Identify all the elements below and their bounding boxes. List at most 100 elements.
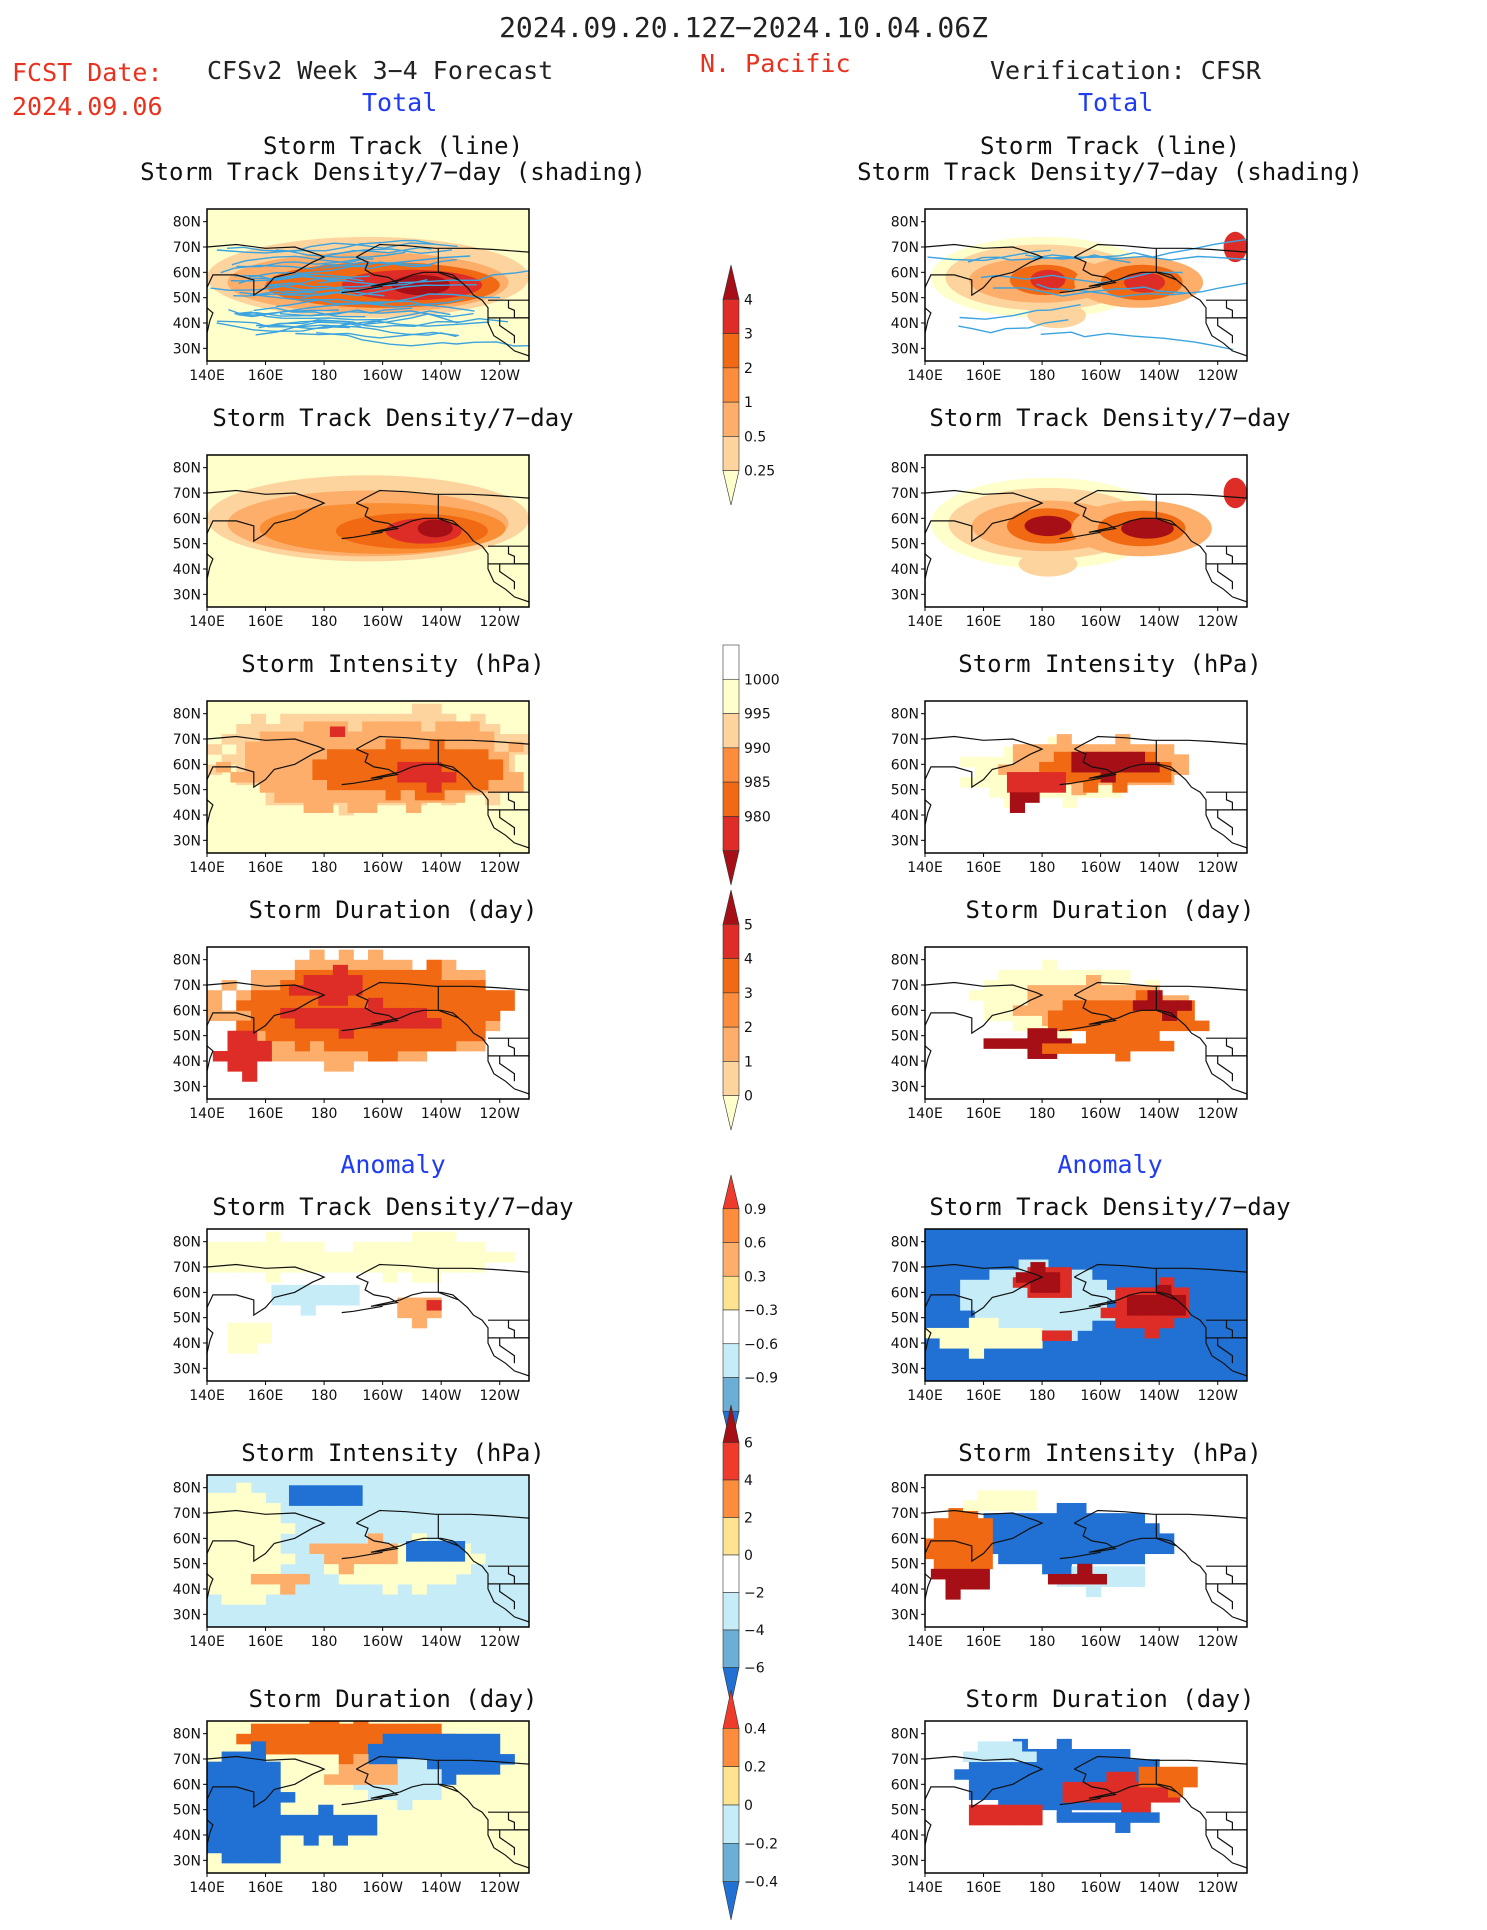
map-cell	[925, 1327, 941, 1339]
lon-tick-label: 160W	[362, 1106, 403, 1122]
map-cell	[1126, 1295, 1143, 1306]
map-cell	[265, 990, 281, 1001]
map-cell	[983, 980, 999, 991]
map-cell	[1021, 782, 1037, 793]
coastline	[1059, 531, 1101, 540]
map-cell	[362, 802, 378, 813]
map-cell	[1115, 751, 1131, 763]
lat-tick-label: 30N	[891, 833, 919, 849]
map-cell	[1176, 1000, 1192, 1011]
map-cell	[274, 731, 290, 743]
map-cell	[1100, 1576, 1116, 1587]
map-cell	[221, 734, 237, 745]
map-cell	[309, 713, 325, 725]
lat-tick-label: 80N	[891, 1727, 919, 1743]
map-cell	[294, 959, 310, 971]
map-cell	[245, 751, 261, 763]
map-cell	[977, 1538, 993, 1549]
map-cell	[382, 1754, 398, 1765]
map-cell	[1147, 1000, 1163, 1011]
lat-tick-label: 30N	[173, 1853, 201, 1869]
colorbar-swatch	[722, 333, 740, 369]
map-cell	[245, 1814, 261, 1826]
map-cell	[265, 1563, 281, 1575]
map-cell	[1071, 1513, 1087, 1524]
coastline	[1059, 777, 1101, 786]
map-cell	[250, 1533, 267, 1544]
map-cell	[1100, 1523, 1116, 1534]
colorbar-swatch	[722, 747, 740, 783]
panel-title: Storm Track Density/7−day	[929, 1193, 1291, 1221]
map-cell	[1156, 1305, 1172, 1316]
lat-tick-label: 70N	[891, 1260, 919, 1276]
lat-tick-label: 80N	[891, 953, 919, 969]
map-cell	[303, 792, 319, 803]
colorbar-swatch	[722, 1517, 740, 1556]
lon-tick-label: 140E	[189, 1388, 225, 1404]
map-cell	[1159, 1533, 1175, 1544]
map-cell	[397, 1759, 413, 1770]
map-cell	[1062, 1310, 1078, 1321]
map-cell	[236, 1733, 252, 1745]
map-cell	[977, 1500, 993, 1511]
map-cell	[309, 1262, 325, 1273]
map-cell	[397, 959, 413, 971]
map-cell	[265, 1272, 281, 1283]
coastline	[507, 1566, 515, 1584]
map-cell	[250, 1751, 267, 1763]
map-cell	[479, 731, 495, 743]
map-cell	[242, 1333, 258, 1344]
map-cell	[1086, 1812, 1102, 1823]
map-cell	[259, 1825, 275, 1836]
colorbar-swatch	[722, 923, 740, 959]
map-cell	[1182, 1766, 1198, 1778]
lat-tick-label: 40N	[891, 316, 919, 332]
map-cell	[1115, 985, 1131, 996]
map-cell	[236, 1802, 252, 1813]
colorbar-label: 3	[744, 327, 753, 343]
map-cell	[1030, 1262, 1046, 1273]
map-cell	[1100, 1533, 1116, 1544]
map-cell	[1027, 1338, 1043, 1349]
map-cell	[1100, 1749, 1116, 1760]
map-cell	[327, 779, 343, 791]
map-cell	[974, 1579, 990, 1590]
lon-tick-label: 160E	[248, 1634, 284, 1650]
map-cell	[1047, 736, 1064, 748]
map-cell	[1018, 1300, 1034, 1311]
lon-tick-label: 160W	[1080, 1880, 1121, 1896]
colorbar-swatch	[722, 889, 740, 925]
map-cell	[341, 759, 357, 770]
map-cell	[312, 769, 328, 781]
map-cell	[250, 1030, 267, 1042]
map-cell	[998, 1338, 1014, 1349]
map-cell	[1056, 1738, 1072, 1750]
map-cell	[221, 1513, 237, 1524]
map-cell	[1100, 1759, 1116, 1770]
map-cell	[385, 739, 401, 750]
map-cell	[485, 794, 501, 806]
map-cell	[207, 1553, 223, 1565]
map-cell	[1135, 1010, 1151, 1021]
lat-tick-label: 60N	[891, 1777, 919, 1793]
map-frame	[924, 700, 1248, 854]
coastline	[438, 517, 459, 527]
map-cell	[426, 723, 442, 735]
coastline	[207, 735, 326, 789]
map-cell	[245, 772, 261, 783]
map-cell	[294, 1051, 310, 1062]
coastline	[356, 1522, 529, 1623]
lat-tick-label: 60N	[891, 1531, 919, 1547]
map-cell	[280, 1792, 296, 1803]
map-cell	[485, 1754, 501, 1765]
map-cell	[485, 1000, 501, 1011]
map-cell	[256, 1040, 272, 1052]
map-cell	[1018, 1259, 1034, 1271]
map-cell	[382, 1241, 398, 1253]
map-cell	[265, 1792, 281, 1803]
map-cell	[945, 1579, 961, 1590]
map-cell	[300, 1284, 316, 1296]
map-cell	[977, 1518, 993, 1529]
